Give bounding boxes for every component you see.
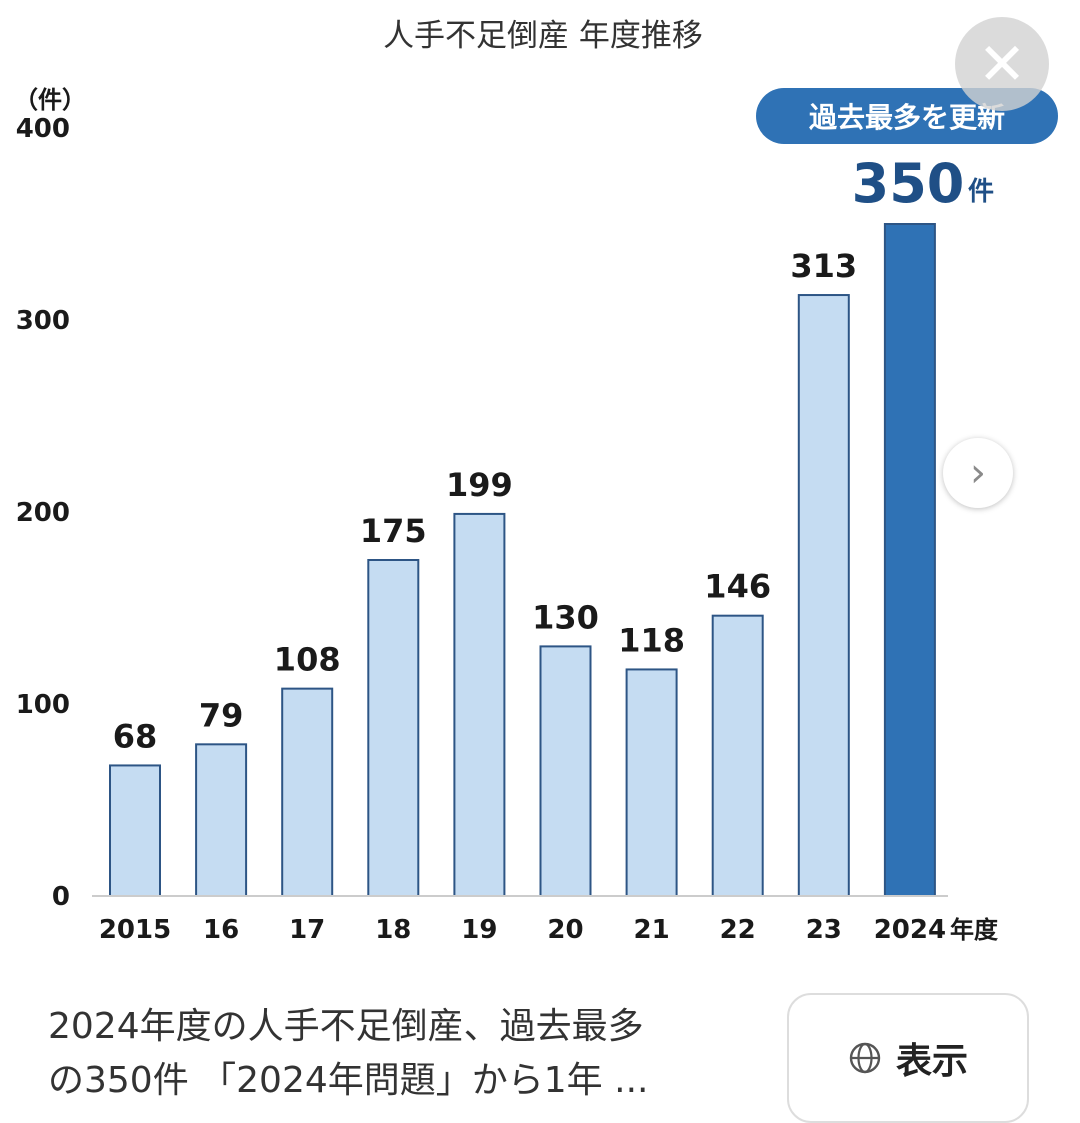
data-label: 68 bbox=[113, 717, 158, 755]
y-tick-label: 0 bbox=[52, 882, 70, 912]
highlight-value: 350 bbox=[852, 152, 965, 215]
x-tick-label: 21 bbox=[634, 915, 670, 945]
x-tick-label: 2015 bbox=[99, 915, 171, 945]
chevron-right-icon: › bbox=[970, 450, 986, 496]
record-badge-label: 過去最多を更新 bbox=[809, 101, 1005, 134]
data-label: 199 bbox=[446, 466, 513, 504]
data-label: 118 bbox=[618, 621, 685, 659]
y-tick-label: 100 bbox=[16, 690, 70, 720]
bar bbox=[453, 512, 506, 897]
close-icon: ✕ bbox=[977, 30, 1027, 98]
bar bbox=[195, 743, 248, 897]
data-label: 130 bbox=[532, 598, 599, 636]
data-label: 175 bbox=[360, 512, 427, 550]
next-image-button[interactable]: › bbox=[943, 438, 1013, 508]
data-label: 146 bbox=[704, 568, 771, 606]
x-tick-label: 19 bbox=[461, 915, 497, 945]
globe-icon bbox=[849, 1042, 881, 1074]
bar bbox=[109, 764, 161, 897]
x-tick-label: 17 bbox=[289, 915, 325, 945]
bar bbox=[367, 559, 420, 897]
chart-title: 人手不足倒産 年度推移 bbox=[383, 18, 703, 54]
bar bbox=[797, 294, 850, 898]
show-button[interactable]: 表示 bbox=[787, 993, 1029, 1123]
bar bbox=[539, 645, 592, 898]
data-label: 108 bbox=[274, 641, 341, 679]
x-tick-label: 16 bbox=[203, 915, 239, 945]
highlight-unit: 件 bbox=[968, 177, 994, 207]
x-tick-label: 22 bbox=[720, 915, 756, 945]
show-button-label: 表示 bbox=[895, 1041, 968, 1082]
x-axis-unit: 年度 bbox=[950, 916, 999, 944]
bar bbox=[281, 687, 334, 898]
x-tick-label: 18 bbox=[375, 915, 411, 945]
bar-highlight bbox=[883, 223, 936, 897]
y-tick-label: 400 bbox=[16, 114, 70, 144]
y-tick-label: 200 bbox=[16, 498, 70, 528]
article-caption[interactable]: 2024年度の人手不足倒産、過去最多 の350件 「2024年問題」から1年 .… bbox=[48, 1000, 748, 1108]
bar bbox=[625, 668, 678, 897]
data-label: 313 bbox=[790, 247, 857, 285]
x-tick-label: 2024 bbox=[874, 915, 946, 945]
y-tick-label: 300 bbox=[16, 306, 70, 336]
data-label: 79 bbox=[199, 696, 244, 734]
caption-line-1: 2024年度の人手不足倒産、過去最多 bbox=[48, 1006, 644, 1047]
x-tick-label: 23 bbox=[806, 915, 842, 945]
close-button[interactable]: ✕ bbox=[955, 17, 1049, 111]
bar-chart: 人手不足倒産 年度推移 （件） 0 100 200 300 400 68 79 108 175… bbox=[14, 18, 1058, 945]
y-axis-unit: （件） bbox=[14, 86, 86, 114]
bar bbox=[711, 614, 764, 897]
x-tick-label: 20 bbox=[547, 915, 583, 945]
caption-line-2: の350件 「2024年問題」から1年 ... bbox=[48, 1060, 649, 1101]
